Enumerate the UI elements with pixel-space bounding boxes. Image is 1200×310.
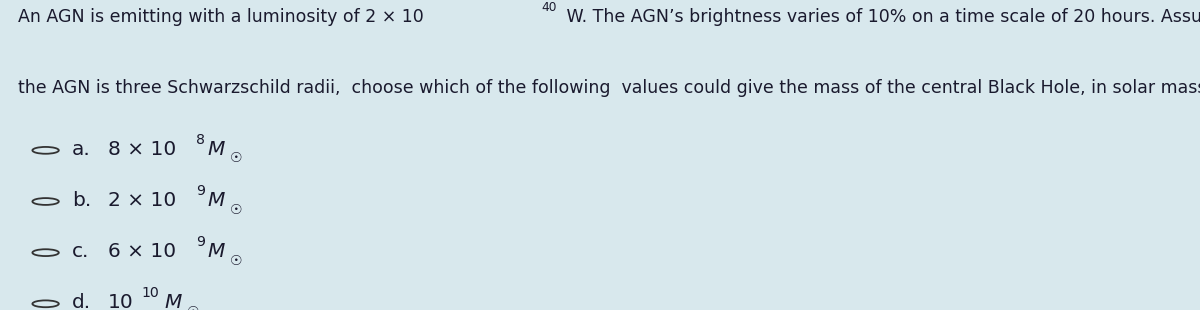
Text: a.: a. — [72, 140, 91, 159]
Text: M: M — [208, 140, 224, 159]
Text: 8: 8 — [196, 133, 205, 147]
Text: An AGN is emitting with a luminosity of 2 × 10: An AGN is emitting with a luminosity of … — [18, 8, 424, 26]
Text: 40: 40 — [541, 1, 557, 14]
Text: ☉: ☉ — [186, 305, 199, 310]
Text: ☉: ☉ — [230, 151, 242, 166]
Text: ☉: ☉ — [230, 254, 242, 268]
Text: 10: 10 — [108, 294, 133, 310]
Text: 6 × 10: 6 × 10 — [108, 242, 176, 261]
Text: the AGN is three Schwarzschild radii,  choose which of the following  values cou: the AGN is three Schwarzschild radii, ch… — [18, 79, 1200, 97]
Text: b.: b. — [72, 191, 91, 210]
Text: 9: 9 — [196, 235, 205, 249]
Text: 2 × 10: 2 × 10 — [108, 191, 176, 210]
Text: M: M — [164, 294, 181, 310]
Text: 8 × 10: 8 × 10 — [108, 140, 176, 159]
Text: 9: 9 — [196, 184, 205, 198]
Text: 10: 10 — [142, 286, 158, 300]
Text: c.: c. — [72, 242, 89, 261]
Text: M: M — [208, 242, 224, 261]
Text: d.: d. — [72, 294, 91, 310]
Text: W. The AGN’s brightness varies of 10% on a time scale of 20 hours. Assuming that: W. The AGN’s brightness varies of 10% on… — [562, 8, 1200, 26]
Text: M: M — [208, 191, 226, 210]
Text: ☉: ☉ — [230, 202, 242, 217]
